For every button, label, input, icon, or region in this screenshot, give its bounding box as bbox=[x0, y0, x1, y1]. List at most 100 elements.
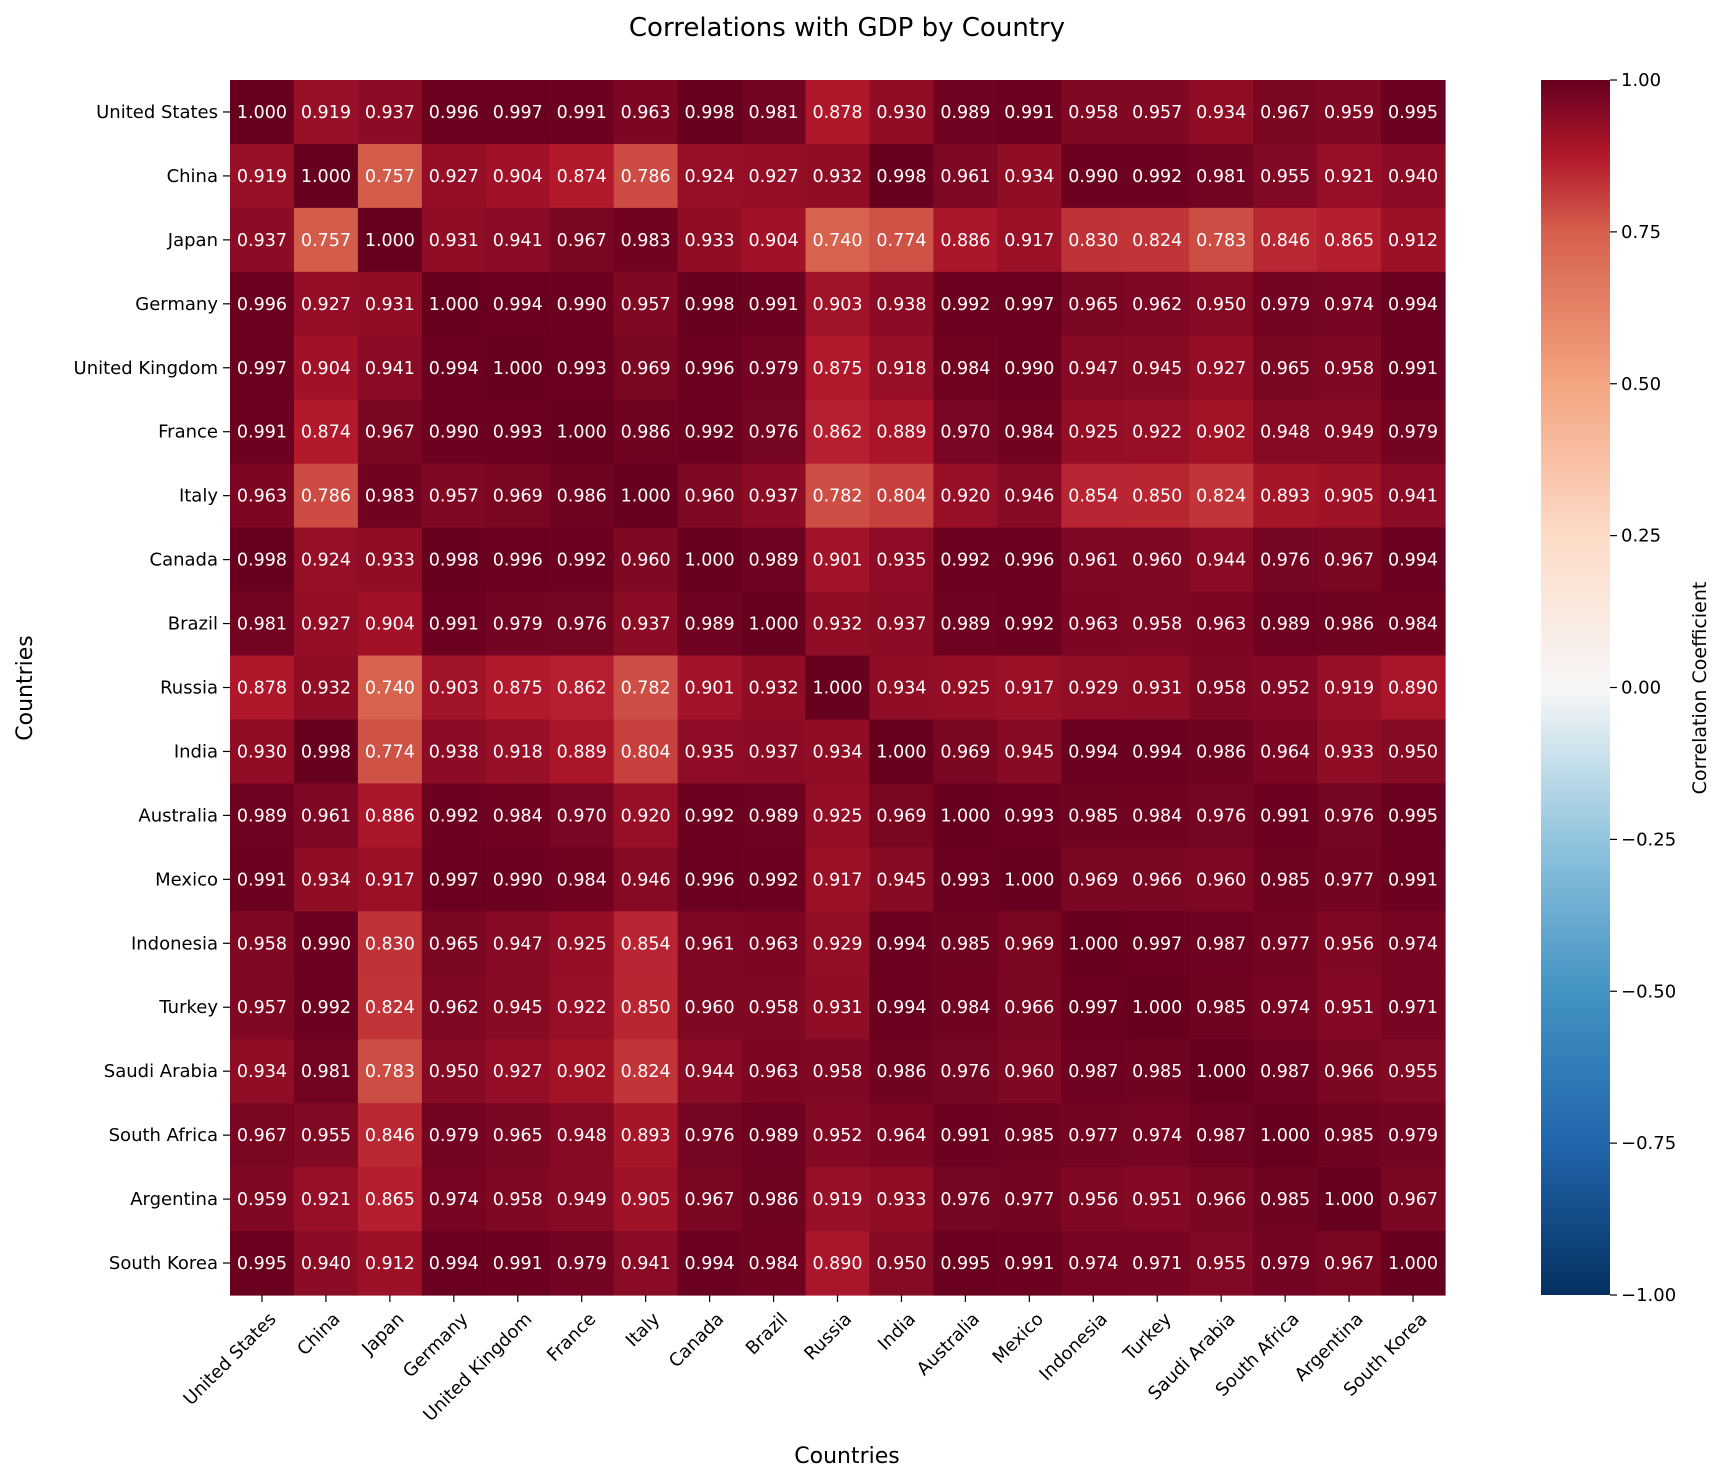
heatmap-cell bbox=[1189, 591, 1254, 657]
cell-value-label: 0.951 bbox=[1324, 998, 1374, 1018]
heatmap-cell bbox=[933, 783, 998, 848]
cell-value-label: 0.921 bbox=[301, 1190, 351, 1210]
colorbar-tick-label: −0.25 bbox=[1621, 829, 1676, 850]
cell-value-label: 0.967 bbox=[1388, 1190, 1438, 1210]
heatmap-cell bbox=[1253, 527, 1318, 593]
heatmap-cell bbox=[1253, 1167, 1318, 1232]
heatmap-cell bbox=[293, 655, 359, 721]
cell-value-label: 0.893 bbox=[1260, 487, 1310, 507]
heatmap-cell bbox=[869, 1039, 935, 1104]
heatmap-cell bbox=[485, 335, 551, 401]
cell-value-label: 0.985 bbox=[1260, 870, 1310, 890]
cell-value-label: 0.998 bbox=[685, 103, 735, 123]
cell-value-label: 0.970 bbox=[940, 423, 990, 443]
heatmap-cell bbox=[933, 399, 998, 465]
heatmap-cell bbox=[421, 1039, 487, 1104]
cell-value-label: 0.992 bbox=[940, 295, 990, 315]
heatmap-cell bbox=[357, 143, 423, 209]
heatmap-cell bbox=[1381, 399, 1446, 465]
y-tick-label: Saudi Arabia bbox=[104, 1061, 218, 1082]
heatmap-cell bbox=[997, 1103, 1062, 1168]
cell-value-label: 0.934 bbox=[1196, 103, 1246, 123]
heatmap-cell bbox=[805, 1167, 871, 1232]
cell-value-label: 0.985 bbox=[1260, 1190, 1310, 1210]
cell-value-label: 0.934 bbox=[237, 1062, 287, 1082]
heatmap-cell bbox=[485, 527, 551, 593]
heatmap-cell bbox=[1189, 335, 1254, 401]
cell-value-label: 0.904 bbox=[493, 167, 543, 187]
cell-value-label: 0.946 bbox=[621, 870, 671, 890]
cell-value-label: 0.960 bbox=[685, 998, 735, 1018]
cell-value-label: 0.958 bbox=[1196, 679, 1246, 699]
cell-value-label: 0.997 bbox=[493, 103, 543, 123]
heatmap-cell bbox=[1125, 463, 1190, 529]
heatmap-cell bbox=[933, 271, 998, 337]
heatmap-cell bbox=[1061, 143, 1126, 209]
heatmap-cell bbox=[293, 783, 359, 848]
cell-value-label: 0.996 bbox=[429, 103, 479, 123]
cell-value-label: 0.854 bbox=[1068, 487, 1118, 507]
cell-value-label: 1.000 bbox=[301, 167, 351, 187]
cell-value-label: 0.904 bbox=[365, 615, 415, 635]
heatmap-cell bbox=[293, 463, 359, 529]
heatmap-cell bbox=[613, 1039, 679, 1104]
heatmap-cell bbox=[805, 271, 871, 337]
heatmap-cell bbox=[549, 655, 615, 721]
cell-value-label: 0.944 bbox=[685, 1062, 735, 1082]
heatmap-cell bbox=[933, 463, 998, 529]
cell-value-label: 0.963 bbox=[621, 103, 671, 123]
cell-value-label: 0.941 bbox=[621, 1254, 671, 1274]
cell-value-label: 0.786 bbox=[621, 167, 671, 187]
heatmap-cell bbox=[677, 1039, 743, 1104]
heatmap-cell bbox=[1125, 143, 1190, 209]
heatmap-cell bbox=[293, 207, 359, 273]
heatmap-cell bbox=[485, 847, 551, 912]
heatmap-cell bbox=[549, 911, 615, 976]
cell-value-label: 0.960 bbox=[621, 551, 671, 571]
cell-value-label: 0.990 bbox=[429, 423, 479, 443]
heatmap-cell bbox=[1317, 783, 1382, 848]
cell-value-label: 0.874 bbox=[301, 423, 351, 443]
heatmap-cell bbox=[357, 1039, 423, 1104]
heatmap-cell bbox=[677, 399, 743, 465]
cell-value-label: 1.000 bbox=[685, 551, 735, 571]
cell-value-label: 0.932 bbox=[812, 615, 862, 635]
cell-value-label: 0.958 bbox=[1132, 615, 1182, 635]
cell-value-label: 0.934 bbox=[1004, 167, 1054, 187]
cell-value-label: 0.854 bbox=[621, 934, 671, 954]
heatmap-cell bbox=[741, 80, 807, 145]
cell-value-label: 0.937 bbox=[365, 103, 415, 123]
cell-value-label: 0.824 bbox=[365, 998, 415, 1018]
heatmap-cell bbox=[421, 80, 487, 145]
cell-value-label: 0.989 bbox=[940, 103, 990, 123]
heatmap-cell bbox=[1189, 911, 1254, 976]
heatmap-cell bbox=[997, 847, 1062, 912]
cell-value-label: 0.967 bbox=[557, 231, 607, 251]
cell-value-label: 0.850 bbox=[1132, 487, 1182, 507]
heatmap-cell bbox=[1189, 207, 1254, 273]
cell-value-label: 0.990 bbox=[301, 934, 351, 954]
heatmap-cell bbox=[1253, 655, 1318, 721]
cell-value-label: 0.862 bbox=[557, 679, 607, 699]
cell-value-label: 0.976 bbox=[1260, 551, 1310, 571]
cell-value-label: 1.000 bbox=[940, 806, 990, 826]
cell-value-label: 0.960 bbox=[1196, 870, 1246, 890]
colorbar-tick-label: 0.50 bbox=[1621, 374, 1661, 395]
cell-value-label: 0.949 bbox=[1324, 423, 1374, 443]
cell-value-label: 0.998 bbox=[429, 551, 479, 571]
cell-value-label: 0.994 bbox=[493, 295, 543, 315]
cell-value-label: 0.830 bbox=[1068, 231, 1118, 251]
cell-value-label: 0.938 bbox=[429, 742, 479, 762]
heatmap-cell bbox=[805, 783, 871, 848]
heatmap-cell bbox=[741, 719, 807, 785]
x-tick-label: Italy bbox=[622, 1308, 665, 1351]
heatmap-cell bbox=[741, 1039, 807, 1104]
cell-value-label: 0.994 bbox=[1132, 742, 1182, 762]
cell-value-label: 0.957 bbox=[237, 998, 287, 1018]
x-tick-label: United States bbox=[180, 1309, 281, 1410]
heatmap-cell bbox=[357, 207, 423, 273]
heatmap-cell bbox=[741, 1231, 807, 1296]
cell-value-label: 0.981 bbox=[301, 1062, 351, 1082]
heatmap-cell bbox=[485, 80, 551, 145]
heatmap-cell bbox=[677, 335, 743, 401]
